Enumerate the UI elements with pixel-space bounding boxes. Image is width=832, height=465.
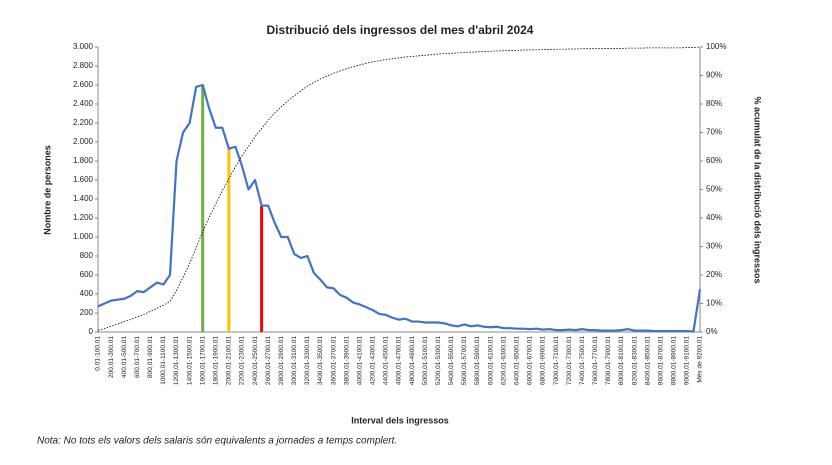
x-tick-label: 5000,01-5100,01 — [422, 336, 429, 386]
y2-tick-label: 70% — [706, 128, 722, 137]
x-tick-label: 8000,01-8100,01 — [618, 336, 625, 386]
x-tick-label: 1400,01-1500,01 — [186, 336, 193, 386]
x-tick-label: 3600,01-3700,01 — [330, 336, 337, 386]
y2-tick-label: 80% — [706, 99, 722, 108]
y-tick-label: 800 — [80, 251, 94, 260]
y-axis-label: Nombre de persones — [42, 145, 52, 235]
x-tick-label: 7000,01-7100,01 — [553, 336, 560, 386]
y-tick-label: 600 — [80, 270, 94, 279]
x-tick-label: 200,01-300,01 — [108, 336, 115, 378]
x-tick-label: 3400,01-3500,01 — [317, 336, 324, 386]
y2-tick-label: 30% — [706, 242, 722, 251]
note: Nota: No tots els valors dels salaris só… — [37, 436, 397, 447]
x-tick-label: 7800,01-7900,01 — [605, 336, 612, 386]
y-tick-label: 1.200 — [73, 213, 94, 222]
y-tick-label: 2.000 — [73, 137, 94, 146]
y2-tick-label: 40% — [706, 213, 722, 222]
x-tick-label: 6600,01-6700,01 — [527, 336, 534, 386]
y-tick-label: 400 — [80, 289, 94, 298]
x-tick-label: 5600,01-5700,01 — [461, 336, 468, 386]
x-tick-label: 1000,01-1100,01 — [160, 336, 167, 385]
data-line — [97, 46, 701, 331]
x-tick-label: 7600,01-7700,01 — [592, 336, 599, 386]
x-tick-label: 7400,01-7500,01 — [579, 336, 586, 386]
y-tick-label: 2.400 — [73, 99, 94, 108]
x-tick-label: 8600,01-8700,01 — [657, 336, 664, 386]
x-axis-label: Interval dels ingressos — [351, 415, 449, 425]
y-tick-label: 3.000 — [73, 42, 94, 51]
y-tick-label: 2.800 — [73, 61, 94, 70]
x-tick-label: 800,01-900,01 — [147, 336, 154, 378]
x-tick-label: 4400,01-4500,01 — [383, 336, 390, 386]
y-tick-label: 1.000 — [73, 232, 94, 241]
y2-tick-label: 60% — [706, 156, 722, 165]
x-tick-label: 3000,01-3100,01 — [291, 336, 298, 386]
y2-tick-label: 100% — [706, 42, 726, 51]
x-tick-label: 8400,01-8500,01 — [644, 336, 651, 386]
x-tick-label: 3800,01-3900,01 — [343, 336, 350, 386]
y-tick-label: 1.800 — [73, 156, 94, 165]
x-tick-label: 0,01-100,01 — [95, 336, 102, 371]
x-tick-label: 4600,01-4700,01 — [396, 336, 403, 386]
x-tick-label: 3200,01-3300,01 — [304, 336, 311, 386]
x-tick-label: 6000,01-6100,01 — [487, 336, 494, 386]
x-tick-label: 6200,01-6300,01 — [500, 336, 507, 386]
x-tick-label: 5200,01-5300,01 — [435, 336, 442, 386]
x-tick-label: 4000,01-4100,01 — [356, 336, 363, 386]
y2-tick-label: 50% — [706, 185, 722, 194]
x-tick-label: 4800,01-4900,01 — [409, 336, 416, 386]
x-tick-label: 400,01-500,01 — [121, 336, 128, 378]
x-tick-label: 1200,01-1300,01 — [173, 336, 180, 386]
x-tick-label: 8200,01-8300,01 — [631, 336, 638, 386]
x-tick-label: 4200,01-4300,01 — [370, 336, 377, 386]
y2-tick-label: 0% — [706, 327, 718, 336]
x-tick-label: 2600,01-2700,01 — [265, 336, 272, 386]
x-tick-label: 7200,01-7300,01 — [566, 336, 573, 386]
chart-title: Distribució dels ingressos del mes d'abr… — [267, 23, 534, 37]
y-tick-label: 1.400 — [73, 194, 94, 203]
x-tick-label: 1600,01-1700,01 — [199, 336, 206, 386]
data-line — [97, 83, 702, 333]
y-tick-label: 0 — [89, 327, 94, 336]
x-tick-label: 9000,01-9100,01 — [684, 336, 691, 386]
x-tick-label: 2200,01-2300,01 — [239, 336, 246, 386]
y2-tick-label: 90% — [706, 71, 722, 80]
y2-tick-label: 20% — [706, 270, 722, 279]
y2-tick-label: 10% — [706, 299, 722, 308]
x-tick-label: 5800,01-5900,01 — [474, 336, 481, 386]
y-tick-label: 2.600 — [73, 80, 94, 89]
y-tick-label: 2.200 — [73, 118, 94, 127]
x-tick-label: 2400,01-2500,01 — [252, 336, 259, 386]
x-tick-label: Més de 9200,01 — [697, 336, 704, 383]
y-tick-label: 1.600 — [73, 175, 94, 184]
x-tick-label: 600,01-700,01 — [134, 336, 141, 378]
x-tick-label: 5400,01-5500,01 — [448, 336, 455, 386]
x-tick-label: 1800,01-1900,01 — [213, 336, 220, 386]
y-tick-label: 200 — [80, 308, 94, 317]
x-tick-label: 8800,01-8900,01 — [671, 336, 678, 386]
x-tick-label: 2000,01-2100,01 — [226, 336, 233, 386]
x-tick-label: 6400,01-6500,01 — [514, 336, 521, 386]
x-tick-label: 2800,01-2900,01 — [278, 336, 285, 386]
y2-axis-label: % acumulat de la distribució dels ingres… — [753, 96, 763, 283]
x-tick-label: 6800,01-6900,01 — [540, 336, 547, 386]
